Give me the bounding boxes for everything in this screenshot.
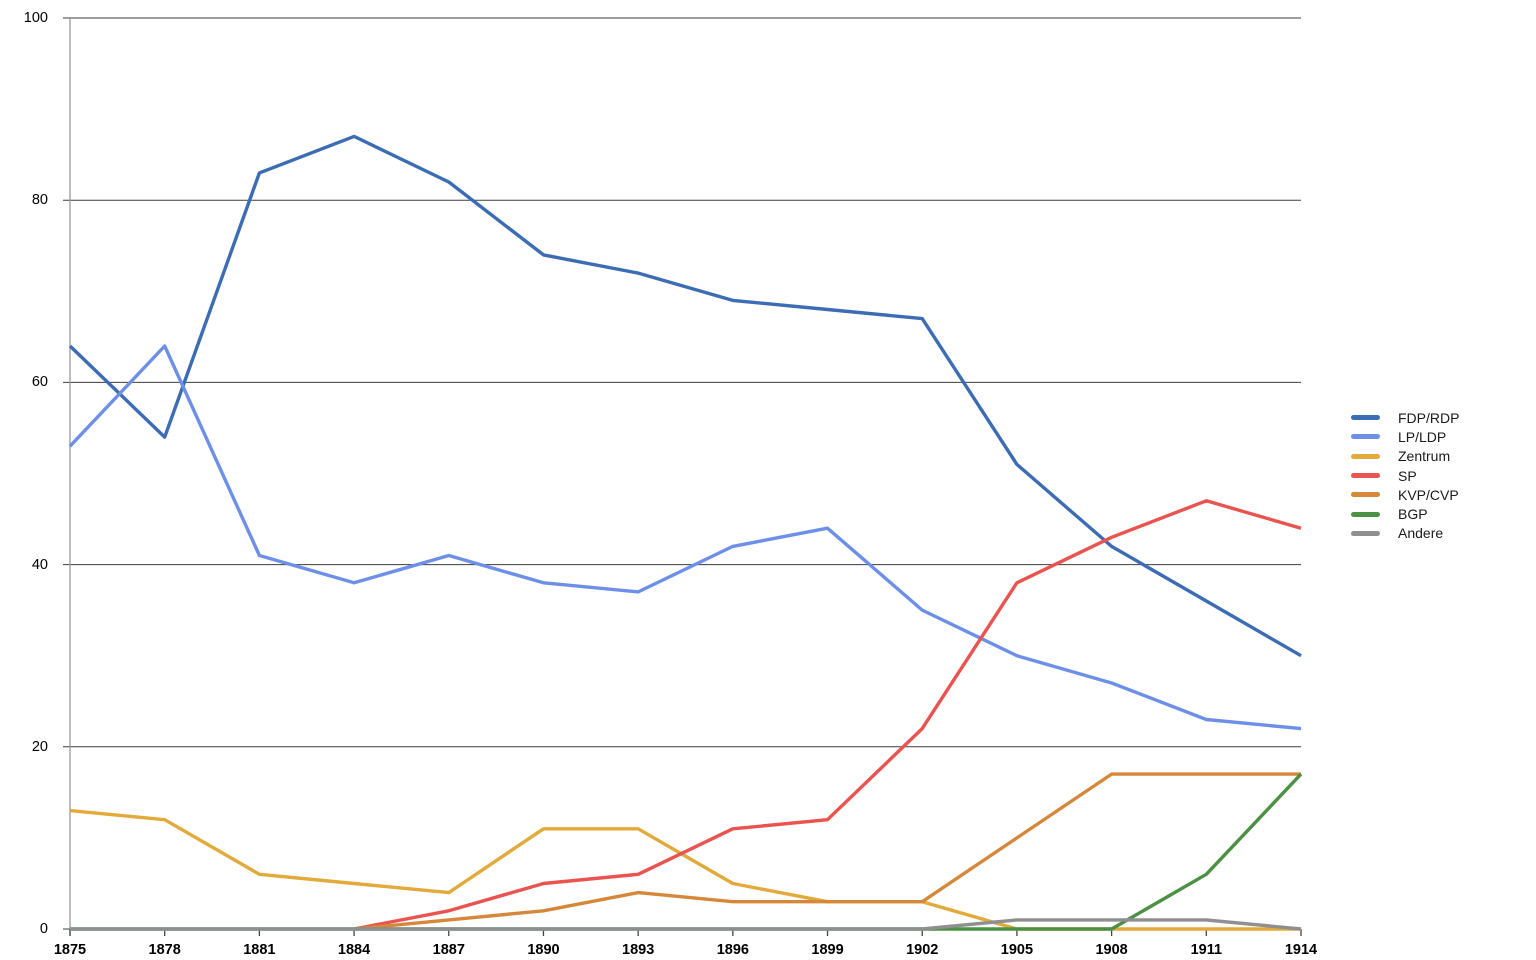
legend-item: BGP <box>1351 504 1459 523</box>
legend-swatch-icon <box>1351 473 1380 479</box>
x-tick-label-1878: 1878 <box>148 942 181 958</box>
y-tick-label-0: 0 <box>39 921 48 937</box>
legend: FDP/RDP LP/LDP Zentrum SP KVP/CVP BGP An… <box>1351 408 1459 543</box>
series-line-zentrum <box>69 808 1301 931</box>
legend-item-label: KVP/CVP <box>1398 486 1459 503</box>
legend-item: SP <box>1351 466 1459 485</box>
series-line-fdp-rdp <box>68 134 1302 658</box>
x-tick-label-1902: 1902 <box>906 942 939 958</box>
x-tick-label-1908: 1908 <box>1095 942 1128 958</box>
legend-item: Andere <box>1351 524 1459 543</box>
legend-item-label: BGP <box>1398 506 1428 523</box>
x-tick-label-1884: 1884 <box>337 942 371 958</box>
legend-swatch-icon <box>1351 492 1380 498</box>
series-line-sp <box>353 499 1302 931</box>
x-tick-label-1896: 1896 <box>716 942 749 958</box>
legend-item-label: LP/LDP <box>1398 428 1447 445</box>
x-tick-label-1911: 1911 <box>1190 942 1223 958</box>
legend-item-label: Zentrum <box>1398 448 1451 465</box>
legend-item: Zentrum <box>1351 447 1459 466</box>
legend-swatch-icon <box>1351 511 1380 517</box>
x-tick-label-1893: 1893 <box>622 942 655 958</box>
legend-swatch-icon <box>1351 434 1380 440</box>
legend-item-label: FDP/RDP <box>1398 409 1460 426</box>
legend-swatch-icon <box>1351 415 1380 421</box>
x-tick-label-1905: 1905 <box>1000 942 1034 958</box>
x-tick-label-1914: 1914 <box>1284 942 1318 958</box>
x-tick-label-1875: 1875 <box>53 942 87 958</box>
legend-item: LP/LDP <box>1351 427 1459 446</box>
x-tick-label-1899: 1899 <box>811 942 844 958</box>
legend-item-label: SP <box>1398 467 1417 484</box>
x-tick-label-1887: 1887 <box>432 942 465 958</box>
legend-item: FDP/RDP <box>1351 408 1459 427</box>
series-line-andere <box>70 918 1302 931</box>
y-tick-label-40: 40 <box>31 556 48 573</box>
series-line-kvp-cvp <box>353 772 1301 931</box>
x-tick-label-1890: 1890 <box>527 942 560 958</box>
y-tick-label-20: 20 <box>31 738 48 755</box>
legend-item-label: Andere <box>1398 525 1444 542</box>
legend-swatch-icon <box>1351 453 1380 459</box>
x-tick-label-1881: 1881 <box>243 942 276 958</box>
y-tick-label-80: 80 <box>31 192 48 209</box>
series-line-lp-ldp <box>68 344 1302 731</box>
y-tick-label-100: 100 <box>23 10 48 26</box>
legend-swatch-icon <box>1351 530 1380 536</box>
y-tick-label-60: 60 <box>31 374 48 391</box>
legend-item: KVP/CVP <box>1351 485 1459 504</box>
